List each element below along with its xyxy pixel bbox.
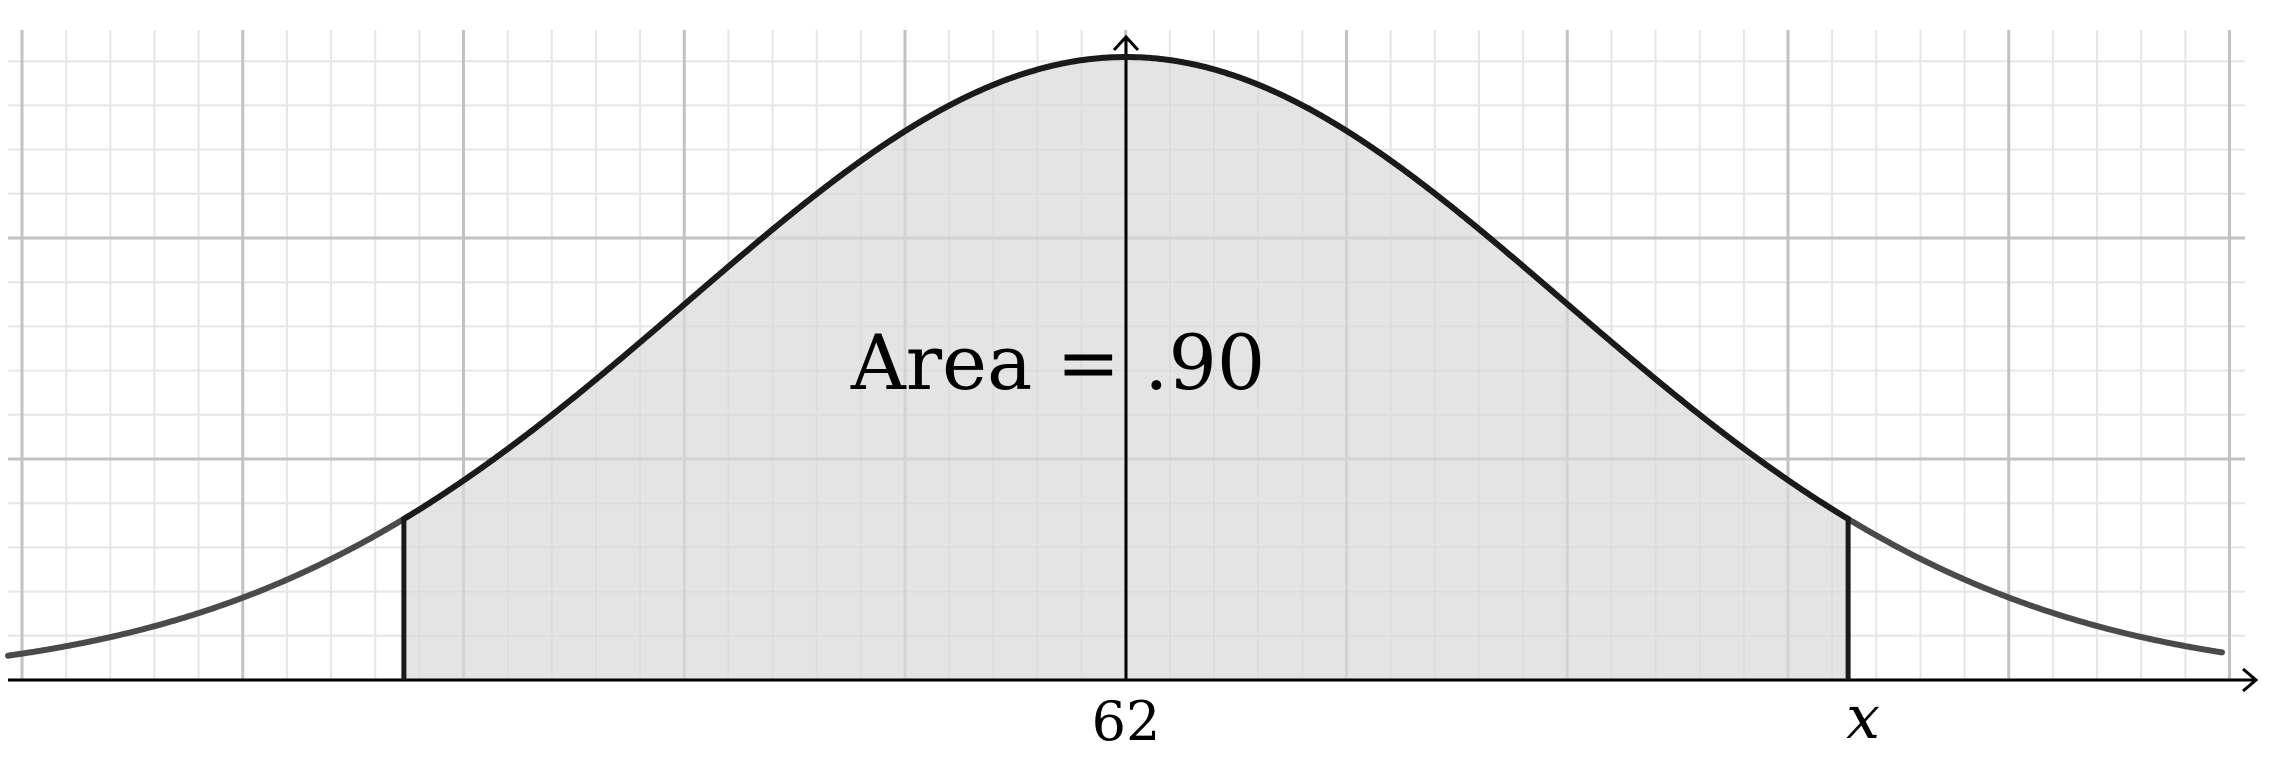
area-label: Area = .90 [850, 318, 1265, 407]
normal-curve-left-tail [5, 516, 407, 659]
mean-tick-label: 62 [1092, 690, 1161, 753]
normal-curve [400, 54, 1852, 522]
x-axis-arrowhead [2242, 667, 2259, 693]
normal-curve-right-tail [1845, 516, 2225, 656]
x-bound-label: x [1846, 683, 1880, 753]
y-axis-arrowhead [1112, 34, 1140, 52]
